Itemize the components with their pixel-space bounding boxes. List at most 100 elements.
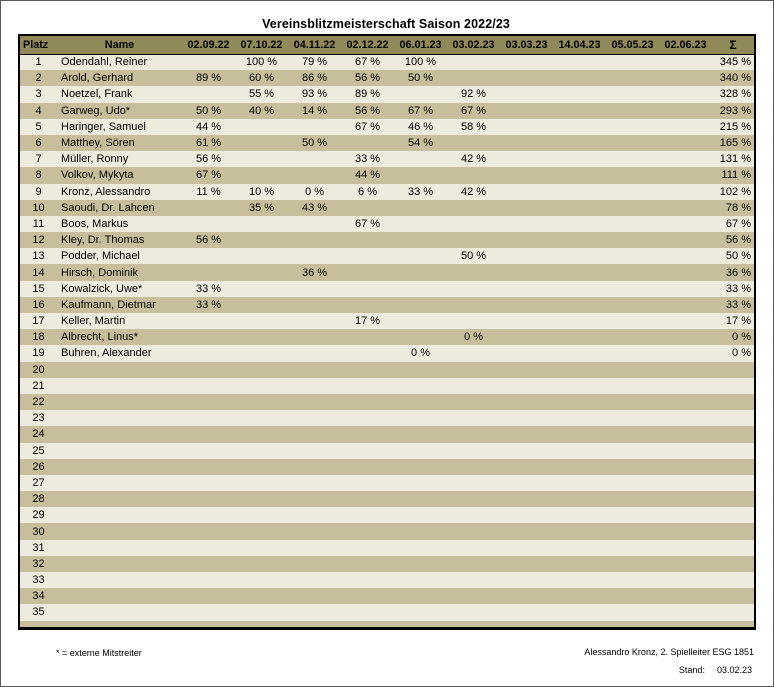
sum-cell: 215 % [712, 118, 755, 135]
score-cell [235, 539, 288, 556]
name-cell: Kowalzick, Uwe* [57, 280, 182, 297]
name-cell [57, 523, 182, 540]
sum-cell [712, 393, 755, 411]
score-cell [182, 313, 235, 330]
score-cell [553, 442, 606, 459]
score-cell [182, 458, 235, 475]
platz-cell: 11 [19, 215, 57, 233]
score-cell [659, 474, 712, 492]
score-cell [606, 410, 659, 427]
name-cell: Arold, Gerhard [57, 70, 182, 87]
score-cell [394, 555, 447, 572]
score-cell [553, 604, 606, 621]
column-header-sum: Σ [712, 35, 755, 55]
score-cell [235, 393, 288, 411]
score-cell [235, 280, 288, 297]
score-cell [500, 296, 553, 313]
score-cell [606, 280, 659, 297]
score-cell [394, 377, 447, 394]
table-body: 1 Odendahl, Reiner 100 % 79 % 67 % 100 % 345 %… [19, 54, 755, 629]
table-row: 9 Kronz, Alessandro 11 % 10 % 0 % 6 % 33 % 42 %… [19, 183, 755, 200]
score-cell [659, 232, 712, 249]
score-cell [341, 296, 394, 313]
score-cell [447, 491, 500, 508]
score-cell [288, 555, 341, 572]
score-cell [288, 151, 341, 168]
score-cell: 0 % [394, 345, 447, 362]
score-cell [659, 86, 712, 103]
score-cell [606, 296, 659, 313]
column-header-date-7: 03.03.23 [500, 35, 553, 55]
score-cell [553, 232, 606, 249]
score-cell [553, 118, 606, 135]
score-cell [500, 426, 553, 443]
score-cell [394, 199, 447, 216]
score-cell [447, 588, 500, 605]
sum-cell: 328 % [712, 86, 755, 103]
name-cell [57, 426, 182, 443]
platz-cell: 29 [19, 507, 57, 524]
score-cell [288, 539, 341, 556]
bottom-band-cell [19, 620, 755, 629]
table-row: 8 Volkov, Mykyta 67 % 44 % 111 % [19, 167, 755, 184]
score-cell [341, 199, 394, 216]
score-cell [394, 313, 447, 330]
name-cell [57, 474, 182, 492]
score-cell [341, 361, 394, 378]
score-cell [447, 167, 500, 184]
score-cell: 92 % [447, 86, 500, 103]
score-cell [288, 377, 341, 394]
name-cell: Saoudi, Dr. Lahcen [57, 199, 182, 216]
score-cell [500, 491, 553, 508]
platz-cell: 10 [19, 199, 57, 216]
score-cell [235, 167, 288, 184]
sum-cell [712, 555, 755, 572]
score-cell [553, 86, 606, 103]
score-cell [606, 70, 659, 87]
table-row: 5 Haringer, Samuel 44 % 67 % 46 % 58 % 215 % [19, 118, 755, 135]
score-cell [659, 215, 712, 233]
score-cell [447, 134, 500, 152]
table-row-empty: 28 [19, 491, 755, 508]
score-cell [500, 442, 553, 459]
score-cell: 67 % [341, 118, 394, 135]
name-cell [57, 361, 182, 378]
page-title: Vereinsblitzmeisterschaft Saison 2022/23 [262, 17, 510, 31]
score-cell [553, 507, 606, 524]
score-cell [553, 102, 606, 119]
score-cell [182, 523, 235, 540]
table-row-empty: 27 [19, 474, 755, 492]
score-cell [394, 539, 447, 556]
score-cell [447, 296, 500, 313]
score-cell [288, 232, 341, 249]
table-row-empty: 26 [19, 458, 755, 475]
score-cell [341, 604, 394, 621]
score-cell: 50 % [182, 102, 235, 119]
score-cell [553, 361, 606, 378]
score-cell [235, 555, 288, 572]
score-cell [394, 588, 447, 605]
score-cell [500, 183, 553, 200]
score-cell [553, 313, 606, 330]
score-cell [553, 393, 606, 411]
score-cell [500, 345, 553, 362]
name-cell [57, 377, 182, 394]
score-cell [659, 264, 712, 281]
platz-cell: 32 [19, 555, 57, 572]
score-cell [235, 377, 288, 394]
table-bottom-band [19, 620, 755, 629]
table-row-empty: 30 [19, 523, 755, 540]
score-cell [659, 523, 712, 540]
score-cell [606, 474, 659, 492]
score-cell [341, 393, 394, 411]
score-cell [341, 329, 394, 346]
score-cell [606, 588, 659, 605]
column-header-date-10: 02.06.23 [659, 35, 712, 55]
table-row-empty: 22 [19, 393, 755, 411]
score-cell [500, 393, 553, 411]
platz-cell: 20 [19, 361, 57, 378]
score-cell [235, 491, 288, 508]
score-cell [288, 280, 341, 297]
score-cell [235, 151, 288, 168]
score-cell [182, 199, 235, 216]
